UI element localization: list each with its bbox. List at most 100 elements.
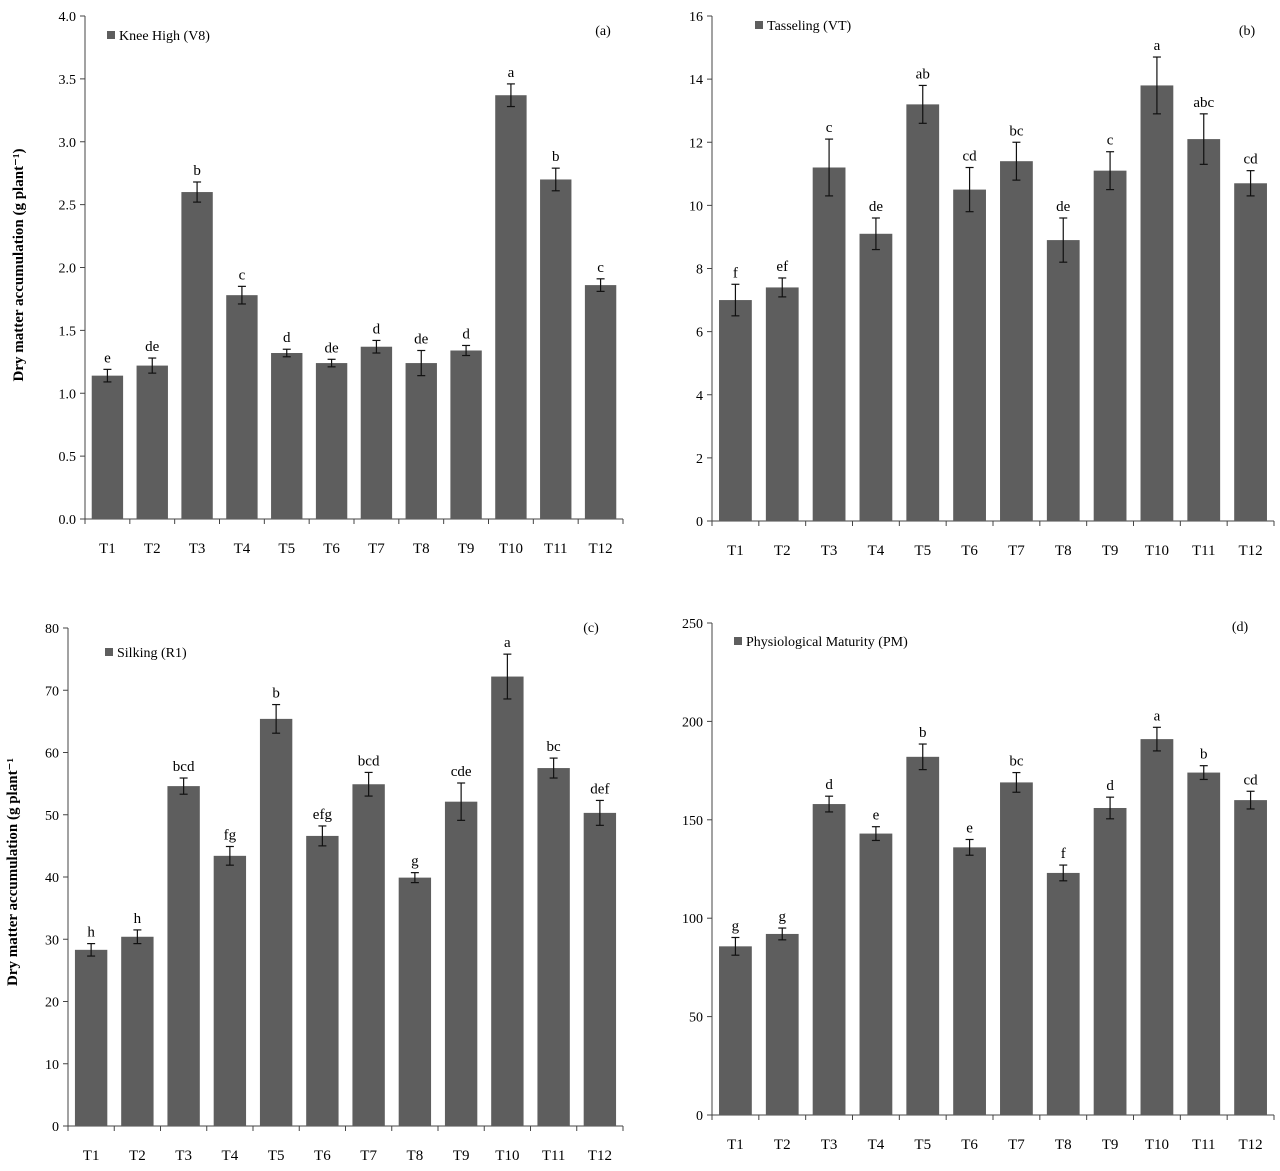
panel-c-significance-letter-T7: bcd xyxy=(358,753,380,769)
panel-a-bar-T8 xyxy=(405,363,437,519)
panel-a-significance-letter-T5: d xyxy=(283,330,291,346)
panel-c-significance-letter-T4: fg xyxy=(224,827,237,843)
panel-d-significance-letter-T9: d xyxy=(1106,778,1114,794)
panel-d-y-tick-label: 150 xyxy=(682,814,703,829)
panel-c-significance-letter-T10: a xyxy=(504,635,511,651)
panel-a-y-tick-label: 4.0 xyxy=(59,10,77,25)
panel-d-significance-letter-T10: a xyxy=(1154,708,1161,724)
panel-d-category-label-T9: T9 xyxy=(1102,1137,1119,1153)
panel-a-category-label-T8: T8 xyxy=(413,541,430,557)
panel-a-category-label-T12: T12 xyxy=(588,541,612,557)
panel-b-significance-letter-T1: f xyxy=(733,265,738,281)
panel-d-bar-T10 xyxy=(1140,739,1174,1115)
panel-a-category-label-T10: T10 xyxy=(499,541,523,557)
panel-b-bar-T6 xyxy=(953,189,986,521)
panel-c-y-tick-label: 80 xyxy=(45,622,59,637)
panel-d-category-label-T3: T3 xyxy=(821,1137,838,1153)
panel-b-legend-swatch xyxy=(755,21,763,29)
panel-d-significance-letter-T3: d xyxy=(825,777,833,793)
panel-b-category-label-T12: T12 xyxy=(1238,543,1262,559)
panel-c-category-label-T6: T6 xyxy=(314,1148,331,1164)
panel-d-bar-T9 xyxy=(1093,807,1127,1115)
panel-c-y-tick-label: 70 xyxy=(45,684,59,699)
panel-c-significance-letter-T3: bcd xyxy=(173,759,195,775)
panel-b-bar-T2 xyxy=(765,287,799,521)
panel-d-significance-letter-T8: f xyxy=(1061,846,1066,862)
panel-d-legend-label: Physiological Maturity (PM) xyxy=(746,635,908,650)
panel-c-category-label-T2: T2 xyxy=(129,1148,146,1164)
panel-c-bar-T6 xyxy=(306,835,339,1126)
panel-b-significance-letter-T7: bc xyxy=(1009,123,1024,139)
panel-a-significance-letter-T11: b xyxy=(552,149,560,165)
panel-c-legend-label: Silking (R1) xyxy=(117,646,187,661)
panel-b-category-label-T9: T9 xyxy=(1102,543,1119,559)
panel-b-bar-T1 xyxy=(719,300,752,521)
panel-b-significance-letter-T10: a xyxy=(1154,38,1161,54)
panel-c-category-label-T1: T1 xyxy=(83,1148,100,1164)
panel-a-category-label-T4: T4 xyxy=(234,541,251,557)
panel-c-category-label-T4: T4 xyxy=(222,1148,239,1164)
panel-b-category-label-T7: T7 xyxy=(1008,543,1025,559)
panel-a-significance-letter-T10: a xyxy=(508,65,515,81)
panel-b-category-label-T8: T8 xyxy=(1055,543,1072,559)
panel-d-bar-T3 xyxy=(812,804,846,1115)
panel-d-y-tick-label: 200 xyxy=(682,715,703,730)
panel-d-category-label-T11: T11 xyxy=(1192,1137,1216,1153)
panel-d-significance-letter-T1: g xyxy=(732,918,740,934)
panel-b-category-label-T4: T4 xyxy=(868,543,885,559)
panel-c-y-tick-label: 10 xyxy=(45,1058,59,1073)
panel-a-significance-letter-T12: c xyxy=(597,260,604,276)
panel-c-legend-swatch xyxy=(105,648,113,656)
panel-a-bar-T11 xyxy=(540,179,572,519)
panel-c-category-label-T5: T5 xyxy=(268,1148,285,1164)
panel-b-category-label-T1: T1 xyxy=(727,543,744,559)
panel-b-significance-letter-T2: ef xyxy=(776,259,788,275)
panel-b-y-tick-label: 8 xyxy=(696,263,703,278)
panel-d-bar-T6 xyxy=(953,847,986,1115)
panel-b-bar-T9 xyxy=(1093,170,1127,521)
panel-d-bar-T7 xyxy=(1000,782,1033,1115)
panel-c-category-label-T12: T12 xyxy=(588,1148,612,1164)
panel-c-category-label-T3: T3 xyxy=(175,1148,192,1164)
panel-a-y-tick-label: 1.5 xyxy=(59,324,77,339)
panel-d-tag: (d) xyxy=(1232,620,1249,635)
panel-c-category-label-T9: T9 xyxy=(453,1148,470,1164)
panel-a-significance-letter-T4: c xyxy=(239,267,246,283)
panel-b-category-label-T2: T2 xyxy=(774,543,791,559)
panel-a-significance-letter-T7: d xyxy=(373,321,381,337)
panel-c-tag: (c) xyxy=(583,621,599,636)
panel-b-tag: (b) xyxy=(1239,24,1256,39)
panel-a-bar-T5 xyxy=(271,353,303,519)
panel-b-significance-letter-T8: de xyxy=(1056,199,1071,215)
panel-a-bar-T1 xyxy=(91,375,124,519)
y-axis-label-bottom: Dry matter accumulation (g plant⁻¹ xyxy=(5,758,21,986)
panel-c-bar-T7 xyxy=(352,784,385,1126)
panel-a-category-label-T11: T11 xyxy=(544,541,568,557)
panel-c-significance-letter-T1: h xyxy=(87,925,95,941)
panel-a-bar-T4 xyxy=(226,295,258,519)
panel-d-significance-letter-T5: b xyxy=(919,725,927,741)
panel-a-y-tick-label: 2.5 xyxy=(59,199,77,214)
panel-d-legend-swatch xyxy=(734,637,742,645)
panel-d-bar-T2 xyxy=(765,933,799,1115)
panel-a-bar-T12 xyxy=(584,285,617,519)
panel-a-y-tick-label: 0.0 xyxy=(59,513,77,528)
panel-d-category-label-T8: T8 xyxy=(1055,1137,1072,1153)
panel-c-bar-T1 xyxy=(74,949,108,1126)
panel-d-category-label-T2: T2 xyxy=(774,1137,791,1153)
panel-b-bar-T4 xyxy=(859,233,893,521)
panel-b-bar-T8 xyxy=(1046,240,1080,521)
panel-c-significance-letter-T6: efg xyxy=(313,807,333,823)
panel-c-significance-letter-T5: b xyxy=(272,686,280,702)
panel-a-bar-T3 xyxy=(181,192,213,520)
panel-a-significance-letter-T8: de xyxy=(414,331,429,347)
panel-b-bar-T5 xyxy=(906,104,940,521)
panel-d-category-label-T5: T5 xyxy=(914,1137,931,1153)
panel-b-bar-T12 xyxy=(1234,183,1267,521)
panel-c-y-tick-label: 20 xyxy=(45,996,59,1011)
panel-d-y-tick-label: 50 xyxy=(689,1011,703,1026)
panel-b-bar-T11 xyxy=(1187,139,1221,521)
panel-a-legend-label: Knee High (V8) xyxy=(119,29,210,44)
panel-c-bar-T4 xyxy=(213,855,247,1126)
panel-d-category-label-T12: T12 xyxy=(1238,1137,1262,1153)
